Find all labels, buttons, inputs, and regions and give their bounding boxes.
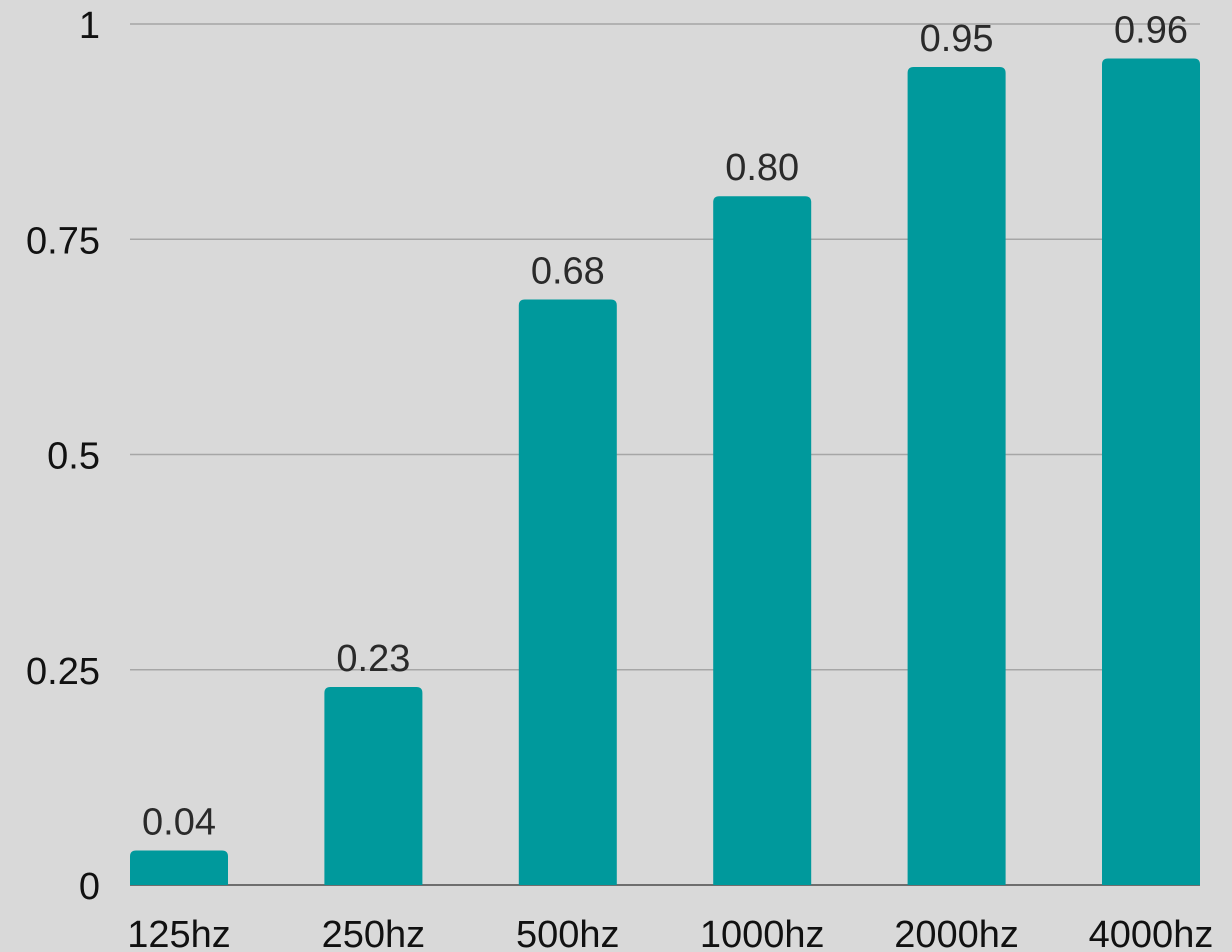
y-tick-label: 0.25 xyxy=(26,651,100,693)
y-tick-label: 0 xyxy=(79,866,100,908)
bar xyxy=(713,196,812,885)
x-tick-label: 4000hz xyxy=(1089,914,1214,952)
x-axis-ticks: 125hz 250hz 500hz 1000hz 2000hz 4000hz xyxy=(127,914,1213,952)
data-label: 0.96 xyxy=(1114,9,1188,51)
gridlines xyxy=(130,23,1200,886)
data-labels: 0.04 0.23 0.68 0.80 0.95 0.96 xyxy=(142,9,1188,843)
bars xyxy=(130,58,1200,886)
bar xyxy=(130,850,228,885)
x-tick-label: 2000hz xyxy=(894,914,1019,952)
bar xyxy=(907,67,1006,886)
x-tick-label: 125hz xyxy=(127,914,231,952)
y-tick-label: 0.75 xyxy=(26,220,100,262)
data-label: 0.80 xyxy=(725,147,799,189)
data-label: 0.23 xyxy=(336,638,410,680)
bar xyxy=(1102,58,1200,885)
x-tick-label: 500hz xyxy=(516,914,620,952)
data-label: 0.04 xyxy=(142,802,216,844)
bar xyxy=(518,299,617,885)
y-tick-label: 0.5 xyxy=(47,436,100,478)
x-tick-label: 1000hz xyxy=(700,914,825,952)
bar xyxy=(324,686,423,885)
y-tick-label: 1 xyxy=(79,5,100,47)
y-axis-ticks: 0 0.25 0.5 0.75 1 xyxy=(26,5,100,908)
x-tick-label: 250hz xyxy=(322,914,426,952)
data-label: 0.68 xyxy=(531,251,605,293)
data-label: 0.95 xyxy=(920,18,994,60)
